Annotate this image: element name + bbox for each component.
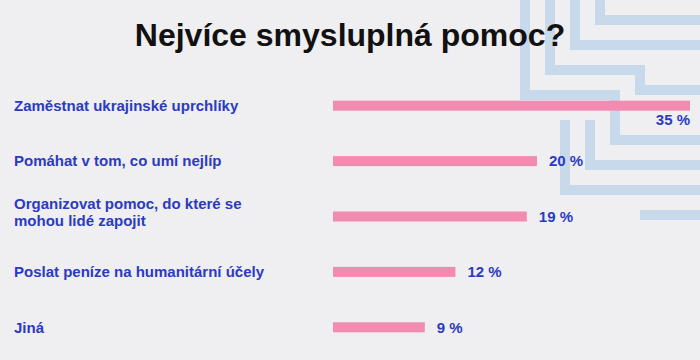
decoration-line bbox=[565, 120, 700, 190]
category-label: Zaměstnat ukrajinské uprchlíky bbox=[14, 97, 239, 114]
category-label-line: Pomáhat v tom, co umí nejlíp bbox=[14, 152, 222, 169]
data-label: 20 % bbox=[549, 152, 583, 169]
category-label: Pomáhat v tom, co umí nejlíp bbox=[14, 152, 222, 169]
decoration-line bbox=[600, 0, 700, 20]
chart-title: Nejvíce smysluplná pomoc? bbox=[135, 17, 565, 53]
category-label: Jiná bbox=[14, 319, 45, 336]
category-label-line: Organizovat pomoc, do které se bbox=[14, 195, 242, 212]
category-label-line: Poslat peníze na humanitární účely bbox=[14, 263, 265, 280]
category-label-line: mohou lidé zapojit bbox=[14, 212, 146, 229]
decoration-line bbox=[575, 0, 700, 45]
category-label-line: Zaměstnat ukrajinské uprchlíky bbox=[14, 97, 239, 114]
data-label: 35 % bbox=[656, 111, 690, 128]
category-label: Poslat peníze na humanitární účely bbox=[14, 263, 265, 280]
category-label-line: Jiná bbox=[14, 319, 45, 336]
bar bbox=[333, 101, 690, 111]
decoration-line bbox=[640, 210, 700, 220]
data-label: 19 % bbox=[539, 208, 573, 225]
bar bbox=[333, 322, 425, 332]
decoration-line bbox=[550, 0, 700, 90]
data-label: 9 % bbox=[437, 319, 463, 336]
bar bbox=[333, 212, 527, 222]
chart-svg: Nejvíce smysluplná pomoc? Zaměstnat ukraj… bbox=[0, 0, 700, 360]
category-label: Organizovat pomoc, do které semohou lidé… bbox=[14, 195, 242, 229]
bar bbox=[333, 267, 455, 277]
background bbox=[0, 0, 700, 360]
data-label: 12 % bbox=[467, 263, 501, 280]
bars bbox=[333, 101, 690, 333]
bar bbox=[333, 156, 537, 166]
